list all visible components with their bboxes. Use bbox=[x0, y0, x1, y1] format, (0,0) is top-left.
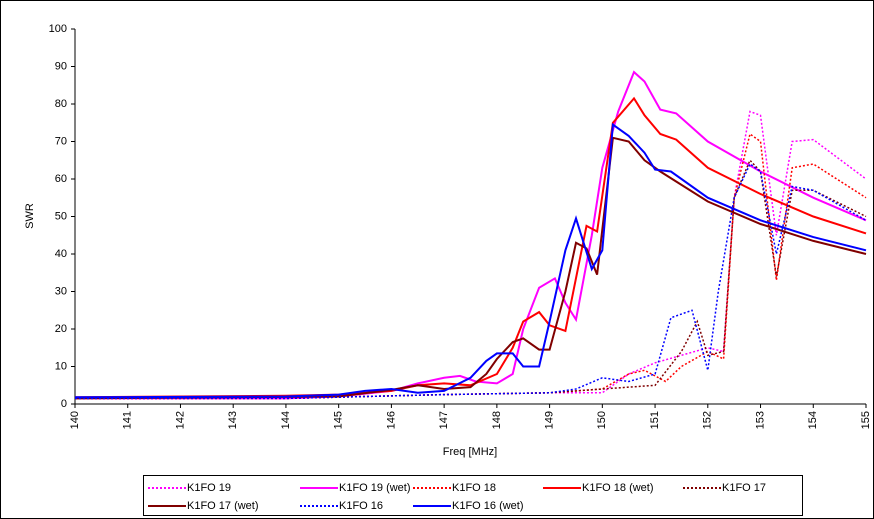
y-tick-label: 60 bbox=[55, 173, 67, 185]
legend-label: K1FO 18 (wet) bbox=[582, 482, 654, 494]
y-tick-label: 0 bbox=[61, 398, 67, 410]
series-line bbox=[75, 162, 867, 400]
x-tick-label: 143 bbox=[227, 411, 239, 429]
y-axis-title: SWR bbox=[24, 203, 36, 229]
y-tick-label: 20 bbox=[55, 323, 67, 335]
y-tick-label: 100 bbox=[49, 23, 67, 35]
x-tick-label: 149 bbox=[544, 411, 556, 429]
x-tick-label: 148 bbox=[491, 411, 503, 429]
legend-box bbox=[143, 475, 803, 516]
x-tick-label: 151 bbox=[649, 411, 661, 429]
x-tick-label: 145 bbox=[333, 411, 345, 429]
y-tick-label: 80 bbox=[55, 98, 67, 110]
legend-label: K1FO 19 bbox=[187, 482, 231, 494]
series-line bbox=[75, 70, 867, 400]
y-tick-label: 90 bbox=[55, 60, 67, 72]
x-tick-label: 146 bbox=[385, 411, 397, 429]
legend-label: K1FO 17 (wet) bbox=[187, 500, 259, 512]
x-tick-label: 147 bbox=[438, 411, 450, 429]
x-tick-label: 153 bbox=[754, 411, 766, 429]
y-tick-label: 10 bbox=[55, 360, 67, 372]
x-tick-label: 150 bbox=[596, 411, 608, 429]
y-tick-label: 40 bbox=[55, 248, 67, 260]
series-line bbox=[74, 136, 867, 400]
series-line bbox=[75, 158, 867, 400]
y-tick-label: 70 bbox=[55, 135, 67, 147]
x-axis-title: Freq [MHz] bbox=[443, 446, 497, 458]
x-tick-label: 144 bbox=[280, 411, 292, 429]
x-tick-label: 141 bbox=[122, 411, 134, 429]
x-tick-label: 142 bbox=[174, 411, 186, 429]
legend-label: K1FO 19 (wet) bbox=[339, 482, 411, 494]
legend-label: K1FO 17 bbox=[722, 482, 766, 494]
legend-label: K1FO 18 bbox=[452, 482, 496, 494]
legend-label: K1FO 16 bbox=[339, 500, 383, 512]
legend-label: K1FO 16 (wet) bbox=[452, 500, 524, 512]
x-tick-label: 154 bbox=[807, 411, 819, 429]
series-line bbox=[74, 122, 867, 399]
x-tick-label: 152 bbox=[702, 411, 714, 429]
y-tick-label: 30 bbox=[55, 285, 67, 297]
y-tick-label: 50 bbox=[55, 210, 67, 222]
x-tick-label: 140 bbox=[69, 411, 81, 429]
x-tick-label: 155 bbox=[860, 411, 872, 429]
